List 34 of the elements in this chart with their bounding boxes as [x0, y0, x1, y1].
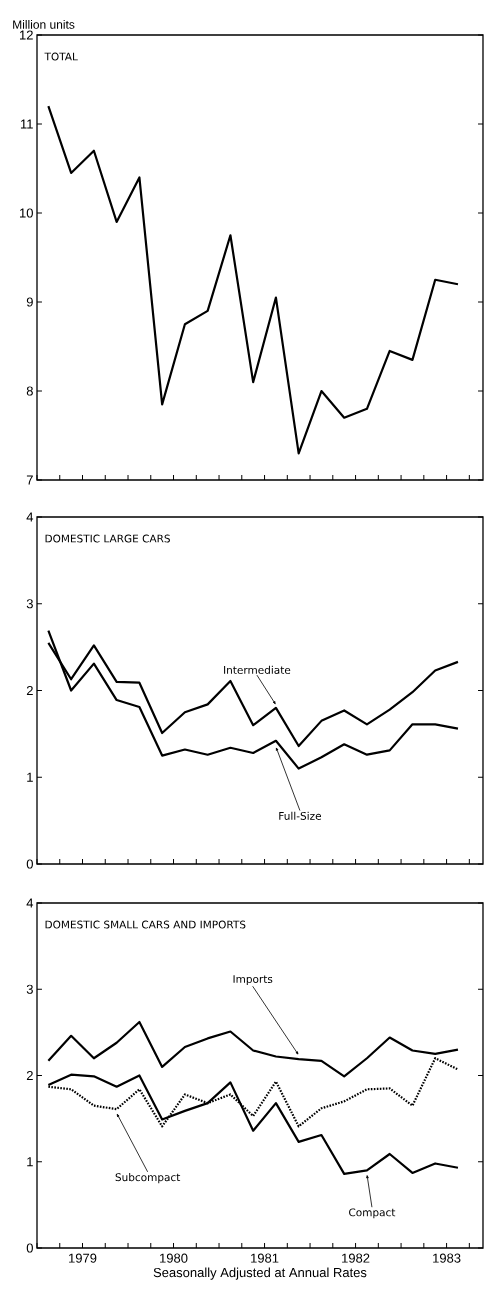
y-tick-label: 2 — [26, 1070, 33, 1081]
text: TOTAL — [44, 52, 78, 61]
text: Subcompact — [115, 1173, 181, 1184]
y-tick-label: 0 — [26, 1243, 33, 1253]
y-tick-label: 1 — [27, 772, 33, 782]
y-tick-label: 8 — [26, 386, 33, 396]
x-tick-label: 1983 — [433, 1253, 461, 1263]
x-axis-title: Seasonally Adjusted at Annual Rates — [153, 1267, 367, 1280]
y-tick-label: 10 — [19, 208, 33, 218]
x-tick-label: 1980 — [160, 1253, 188, 1263]
y-tick-label: 12 — [19, 30, 33, 40]
y-tick-label: 4 — [26, 898, 34, 908]
x-tick-label: 1979 — [69, 1253, 97, 1263]
text: Full-Size — [279, 811, 322, 820]
y-tick-label: 11 — [20, 119, 33, 129]
y-tick-label: 3 — [26, 599, 33, 609]
y-tick-label: 9 — [26, 297, 33, 307]
line-series — [47, 105, 460, 455]
series-label: Intermediate — [224, 665, 291, 674]
text: Compact — [349, 1208, 396, 1219]
text: DOMESTIC SMALL CARS AND IMPORTS — [45, 920, 246, 929]
y-tick-label: 2 — [26, 685, 33, 696]
text: DOMESTIC LARGE CARS — [45, 534, 170, 543]
y-tick-label: 7 — [26, 475, 33, 485]
y-tick-label: 3 — [26, 984, 33, 994]
y-tick-label: 1 — [27, 1157, 33, 1167]
y-axis-title: Million units — [13, 20, 75, 29]
line-series — [47, 629, 460, 770]
line-series — [47, 1020, 460, 1078]
text: Imports — [233, 975, 273, 986]
y-tick-label: 0 — [26, 859, 33, 869]
y-tick-label: 4 — [26, 512, 34, 522]
x-tick-label: 1982 — [342, 1253, 370, 1263]
x-tick-label: 1981 — [251, 1253, 279, 1263]
